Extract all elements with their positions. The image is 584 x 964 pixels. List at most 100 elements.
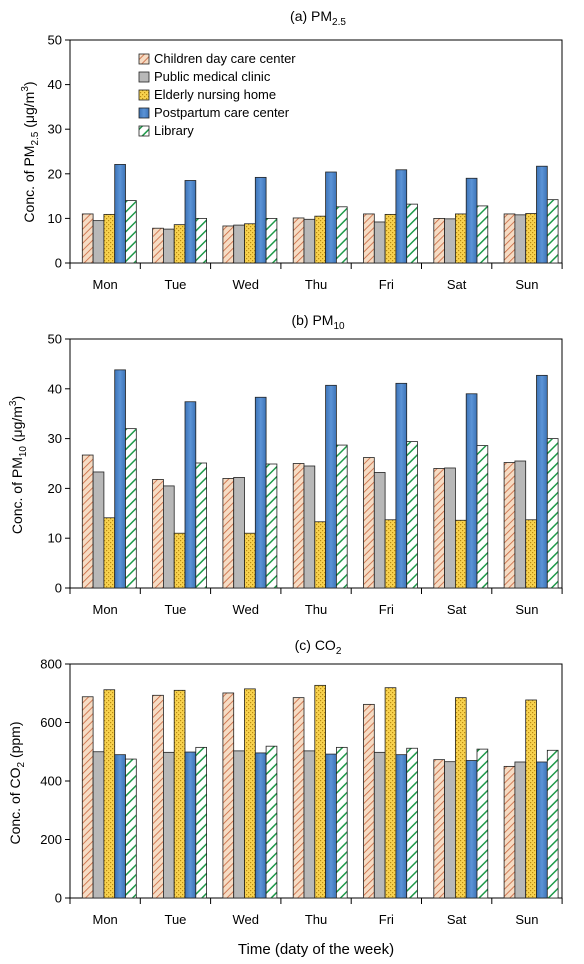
panel-a-x-tick-label: Sun: [515, 277, 538, 292]
bar-c-children-day-care-center-tue: [152, 694, 164, 899]
panel-c-x-tick-label: Sat: [447, 912, 467, 927]
bar-b-children-day-care-center-mon: [81, 454, 94, 589]
bar-a-public-medical-clinic-sun: [514, 214, 527, 264]
panel-c-x-tick-label: Thu: [305, 912, 327, 927]
bar-a-public-medical-clinic-fri: [373, 221, 386, 264]
panel-b-y-tick-label: 0: [55, 581, 62, 596]
bar-a-public-medical-clinic-thu: [303, 218, 316, 264]
panel-c-y-tick-label: 400: [40, 774, 62, 789]
bar-a-public-medical-clinic-sat: [444, 218, 456, 264]
panel-c-y-axis-label: Conc. of CO2 (ppm): [7, 721, 27, 844]
bar-a-elderly-nursing-home-fri: [384, 213, 397, 264]
panel-a-y-tick-label: 10: [48, 211, 62, 226]
bar-a-children-day-care-center-mon: [81, 213, 94, 264]
bar-a-library-sun: [546, 199, 559, 264]
bar-b-postpartum-care-center-sun: [536, 374, 548, 589]
bar-b-postpartum-care-center-wed: [254, 396, 267, 589]
bar-b-public-medical-clinic-sun: [514, 460, 527, 589]
bar-b-elderly-nursing-home-sat: [454, 519, 467, 589]
bar-c-library-fri: [406, 747, 418, 899]
bar-b-elderly-nursing-home-fri: [384, 519, 397, 589]
bar-a-children-day-care-center-sun: [503, 213, 516, 264]
bar-b-postpartum-care-center-fri: [395, 382, 408, 589]
bar-b-library-fri: [406, 441, 418, 589]
bar-b-postpartum-care-center-mon: [114, 369, 126, 589]
bar-b-library-tue: [195, 462, 208, 589]
panel-b-x-tick-label: Wed: [233, 602, 260, 617]
bar-b-library-thu: [335, 444, 348, 589]
bar-c-elderly-nursing-home-thu: [314, 684, 326, 899]
bar-a-public-medical-clinic-wed: [233, 224, 245, 264]
bar-c-postpartum-care-center-sat: [465, 760, 478, 899]
bar-c-public-medical-clinic-sat: [444, 761, 456, 899]
panel-c-title: (c) CO2: [295, 637, 342, 657]
bar-b-public-medical-clinic-sat: [444, 467, 456, 589]
bar-b-public-medical-clinic-thu: [303, 465, 316, 589]
bar-b-elderly-nursing-home-mon: [103, 517, 116, 589]
bar-c-children-day-care-center-sun: [503, 765, 516, 899]
panel-c-plot: 0 200 400 600 800 Mon Tue Wed Thu Fri Sat Sun: [40, 657, 563, 927]
bar-a-postpartum-care-center-wed: [254, 176, 267, 264]
bar-c-postpartum-care-center-fri: [395, 754, 408, 899]
panel-a-title: (a) PM2.5: [290, 8, 346, 28]
panel-a-x-tick-label: Thu: [305, 277, 327, 292]
bar-b-library-sun: [546, 438, 559, 589]
bar-b-children-day-care-center-sun: [503, 462, 516, 589]
bar-a-library-sat: [476, 205, 489, 264]
panel-b-y-tick-label: 50: [48, 332, 62, 347]
bar-a-children-day-care-center-wed: [222, 225, 235, 264]
panel-b-x-tick-label: Sat: [447, 602, 467, 617]
legend-swatch-library: [138, 125, 150, 137]
bar-a-public-medical-clinic-tue: [162, 228, 175, 264]
panel-a-x-tick-label: Mon: [93, 277, 118, 292]
panel-b-x-tick-label: Mon: [93, 602, 118, 617]
panel-a-x-tick-label: Tue: [164, 277, 186, 292]
bar-a-postpartum-care-center-mon: [114, 164, 126, 264]
panel-c-y-tick-label: 200: [40, 832, 62, 847]
bar-b-elderly-nursing-home-wed: [244, 532, 256, 589]
bar-c-postpartum-care-center-wed: [254, 752, 267, 899]
panel-c-x-tick-label: Tue: [164, 912, 186, 927]
bar-a-postpartum-care-center-fri: [395, 169, 408, 264]
bar-c-library-tue: [195, 746, 208, 899]
bar-a-library-wed: [265, 217, 278, 264]
panel-b-y-tick-label: 10: [48, 531, 62, 546]
bar-c-elderly-nursing-home-fri: [384, 687, 397, 899]
bar-c-public-medical-clinic-sun: [514, 761, 527, 899]
bar-b-elderly-nursing-home-tue: [173, 532, 186, 589]
bar-c-children-day-care-center-thu: [292, 697, 305, 899]
bar-a-postpartum-care-center-sat: [465, 177, 478, 264]
panel-b-x-tick-label: Sun: [515, 602, 538, 617]
panel-a-y-axis-label: Conc. of PM2.5 (μg/m3): [20, 81, 41, 222]
bar-a-children-day-care-center-thu: [292, 217, 305, 264]
panel-c-x-tick-label: Wed: [233, 912, 260, 927]
panel-c-y-tick-label: 600: [40, 715, 62, 730]
bar-a-library-tue: [195, 217, 208, 264]
bar-a-children-day-care-center-sat: [433, 217, 445, 264]
bar-c-postpartum-care-center-mon: [114, 754, 126, 899]
bar-c-elderly-nursing-home-wed: [244, 688, 256, 899]
bar-b-children-day-care-center-fri: [363, 457, 375, 589]
panel-b-y-tick-label: 40: [48, 381, 62, 396]
bar-b-children-day-care-center-thu: [292, 463, 305, 589]
legend-swatch-public-medical-clinic: [138, 71, 150, 83]
bar-c-library-sun: [546, 749, 559, 899]
panel-c-x-tick-label: Fri: [379, 912, 394, 927]
panel-a-y-tick-label: 0: [55, 256, 62, 271]
legend: Children day care center Public medical …: [138, 51, 296, 138]
bar-a-library-thu: [335, 206, 348, 264]
bar-b-postpartum-care-center-sat: [465, 393, 478, 589]
bar-b-postpartum-care-center-tue: [184, 401, 197, 589]
bar-b-elderly-nursing-home-thu: [314, 521, 326, 589]
bar-c-library-thu: [335, 746, 348, 899]
panel-c-y-tick-label: 800: [40, 657, 62, 672]
legend-label-elderly-nursing-home: Elderly nursing home: [154, 87, 276, 102]
bar-a-elderly-nursing-home-wed: [244, 223, 256, 264]
bar-a-children-day-care-center-tue: [152, 227, 164, 264]
panel-b-x-tick-label: Fri: [379, 602, 394, 617]
bar-c-elderly-nursing-home-mon: [103, 689, 116, 899]
panel-a-y-tick-label: 20: [48, 166, 62, 181]
bar-b-postpartum-care-center-thu: [325, 384, 337, 589]
panel-a-y-tick-label: 40: [48, 77, 62, 92]
bar-a-elderly-nursing-home-sat: [454, 213, 467, 264]
